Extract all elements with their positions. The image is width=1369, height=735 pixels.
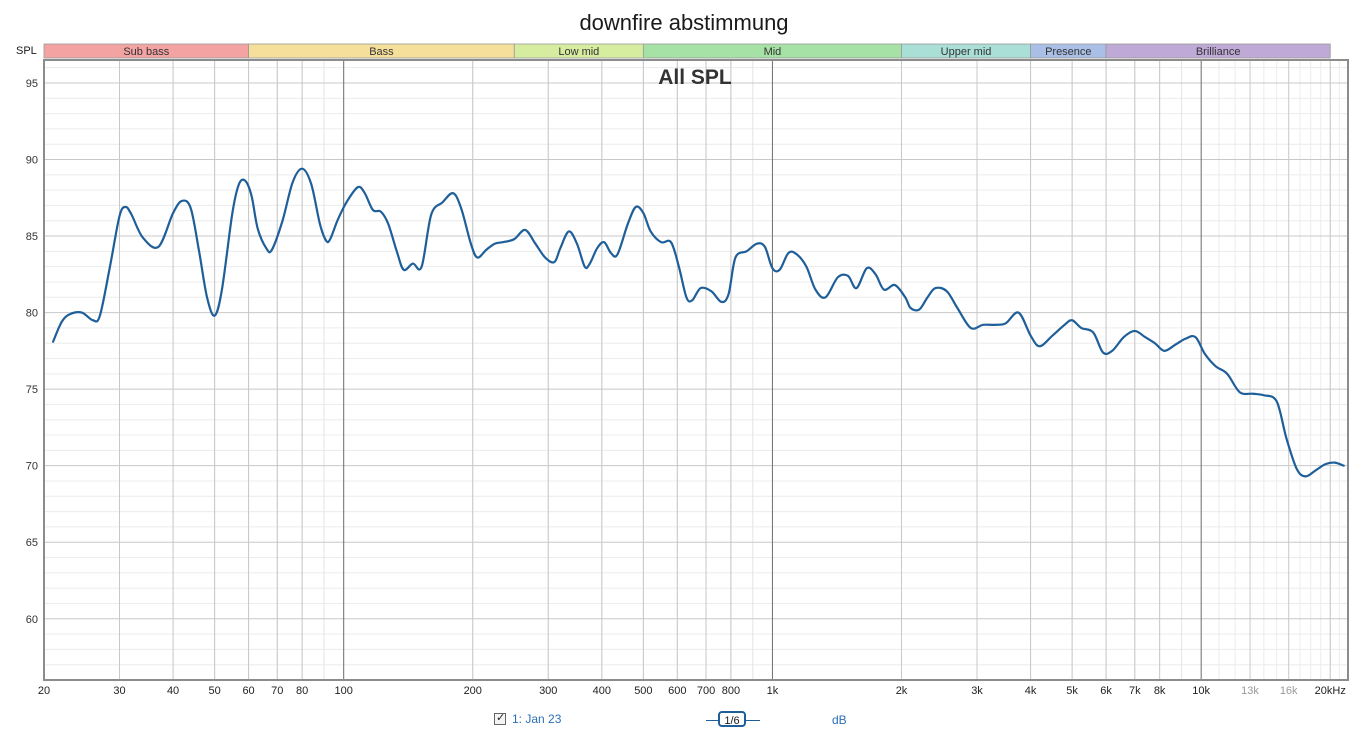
x-tick-label: 7k xyxy=(1129,685,1141,697)
smoothing-label[interactable]: 1/6 xyxy=(718,711,746,727)
x-tick-label: 3k xyxy=(971,685,983,697)
y-tick-label: 70 xyxy=(26,461,38,473)
smoothing-selector[interactable]: 1/6 xyxy=(706,710,760,730)
chart-title: All SPL xyxy=(658,66,732,89)
x-tick-label: 600 xyxy=(668,685,686,697)
spl-chart: downfire abstimmung SPL Sub bass Bass Low mi… xyxy=(16,10,1349,697)
x-tick-label: 2k xyxy=(896,685,908,697)
x-tick-label: 50 xyxy=(208,685,220,697)
x-tick-label: 10k xyxy=(1192,685,1210,697)
x-tick-label: 200 xyxy=(464,685,482,697)
x-tick-label: 1k xyxy=(767,685,779,697)
band-label: Mid xyxy=(764,46,782,58)
y-tick-label: 90 xyxy=(26,155,38,167)
x-tick-label: 6k xyxy=(1100,685,1112,697)
plot-frame xyxy=(43,59,1349,681)
x-tick-label: 300 xyxy=(539,685,557,697)
y-tick-label: 80 xyxy=(26,308,38,320)
window-title: downfire abstimmung xyxy=(579,10,788,35)
x-tick-label: 400 xyxy=(593,685,611,697)
x-tick-label: 500 xyxy=(634,685,652,697)
x-tick-label: 30 xyxy=(113,685,125,697)
x-tick-label: 20kHz xyxy=(1315,685,1346,697)
legend-checkbox[interactable]: ✓ xyxy=(494,711,506,725)
band-label: Brilliance xyxy=(1196,46,1241,58)
x-tick-label: 5k xyxy=(1066,685,1078,697)
x-tick-label: 100 xyxy=(335,685,353,697)
x-tick-label: 8k xyxy=(1154,685,1166,697)
x-tick-label: 70 xyxy=(271,685,283,697)
x-tick-label: 700 xyxy=(697,685,715,697)
band-label: Sub bass xyxy=(123,46,169,58)
band-brilliance xyxy=(1105,43,1331,59)
y-tick-label: 75 xyxy=(26,384,38,396)
band-label: Presence xyxy=(1045,46,1091,58)
band-row-label: SPL xyxy=(16,45,37,57)
x-tick-label: 20 xyxy=(38,685,50,697)
x-tick-label: 800 xyxy=(722,685,740,697)
band-label: Upper mid xyxy=(941,46,992,58)
plot-area xyxy=(44,60,1348,680)
x-tick-label: 80 xyxy=(296,685,308,697)
x-tick-label: 13k xyxy=(1241,685,1259,697)
band-label: Bass xyxy=(369,46,394,58)
legend-entry[interactable]: ✓ 1: Jan 23 xyxy=(494,711,562,726)
x-tick-label: 16k xyxy=(1280,685,1298,697)
series-line xyxy=(51,167,1345,478)
unit-selector[interactable]: dB xyxy=(832,713,847,727)
band-label: Low mid xyxy=(558,46,599,58)
x-tick-label: 60 xyxy=(242,685,254,697)
chart-footer: ✓ 1: Jan 23 1/6 dB xyxy=(0,706,1369,734)
y-tick-label: 95 xyxy=(26,78,38,90)
x-tick-label: 40 xyxy=(167,685,179,697)
y-tick-label: 60 xyxy=(26,614,38,626)
checkmark-icon: ✓ xyxy=(496,711,506,724)
x-tick-label: 4k xyxy=(1025,685,1037,697)
y-tick-label: 65 xyxy=(26,537,38,549)
legend-label[interactable]: 1: Jan 23 xyxy=(512,712,562,726)
y-tick-label: 85 xyxy=(26,231,38,243)
